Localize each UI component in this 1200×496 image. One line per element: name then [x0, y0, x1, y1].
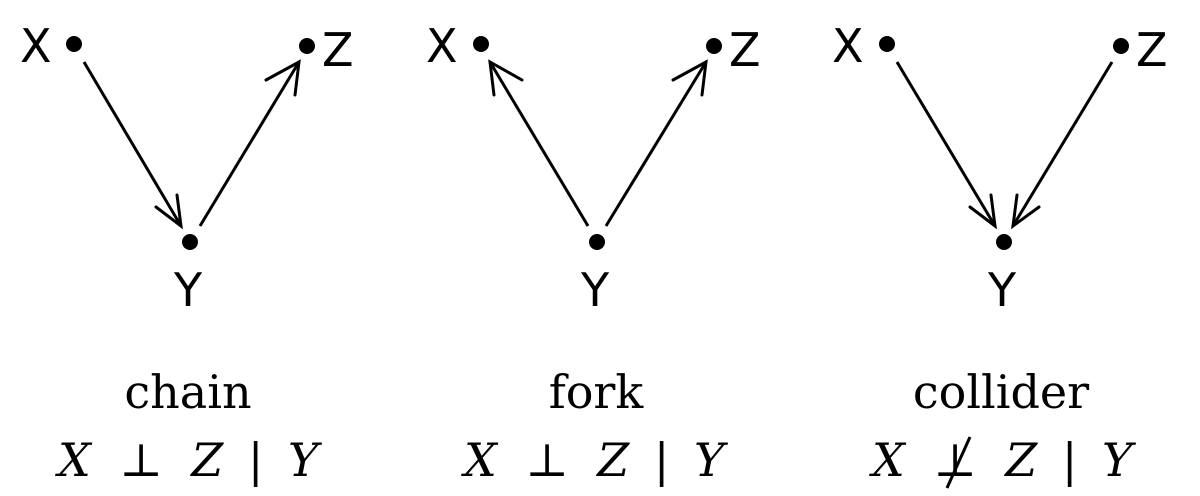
fork-node-y-label: Y: [580, 263, 610, 317]
collider-node-y-label: Y: [987, 263, 1017, 317]
collider-node-z-dot: [1113, 38, 1129, 54]
fork-formula-left: X: [461, 433, 499, 487]
chain-node-z-label: Z: [322, 23, 354, 77]
fork-node-x-dot: [473, 36, 489, 52]
fork-formula-given: |: [654, 433, 670, 487]
panel-fork: X Z Y fork X ⊥ Z | Y: [426, 19, 761, 487]
chain-formula-given: |: [248, 433, 264, 487]
collider-formula: X ⊥ Z | Y: [869, 433, 1137, 487]
collider-arrowhead-from-z: [1011, 193, 1041, 230]
fork-caption: fork: [549, 365, 645, 419]
chain-node-x-label: X: [20, 19, 52, 73]
fork-formula-relation: ⊥: [525, 433, 568, 487]
chain-edge-y-to-z: [198, 61, 301, 227]
chain-formula-relation: ⊥: [119, 433, 162, 487]
chain-edge-x-to-y: [82, 61, 183, 227]
collider-arrowhead-from-x: [968, 193, 997, 230]
panel-chain: X Z Y chain X ⊥ Z | Y: [20, 19, 354, 487]
fork-node-x-label: X: [426, 19, 458, 73]
fork-node-z-label: Z: [729, 23, 761, 77]
chain-formula-left: X: [55, 433, 93, 487]
chain-caption: chain: [124, 365, 251, 419]
collider-edge-z-to-y: [1011, 61, 1114, 227]
collider-node-y-dot: [996, 234, 1012, 250]
collider-node-x-dot: [879, 36, 895, 52]
collider-edge-x-to-y: [895, 61, 997, 227]
collider-formula-cond: Y: [1102, 433, 1137, 487]
chain-node-y-label: Y: [173, 263, 203, 317]
chain-node-z-dot: [299, 38, 315, 54]
fork-formula-cond: Y: [694, 433, 729, 487]
chain-node-y-dot: [182, 234, 198, 250]
collider-negation-slash: [945, 436, 972, 489]
chain-formula-right: Z: [189, 433, 224, 487]
collider-node-x-label: X: [832, 19, 864, 73]
collider-formula-left: X: [869, 433, 907, 487]
collider-caption: collider: [913, 365, 1089, 419]
chain-node-x-dot: [66, 36, 82, 52]
fork-edge-y-to-x: [488, 61, 590, 227]
chain-arrowhead-z: [264, 59, 301, 97]
collider-formula-relation: ⊥: [933, 433, 976, 487]
fork-formula: X ⊥ Z | Y: [461, 433, 729, 487]
fork-edge-y-to-z: [604, 61, 708, 227]
panel-collider: X Z Y collider X ⊥ Z | Y: [832, 19, 1168, 489]
collider-node-z-label: Z: [1136, 23, 1168, 77]
fork-node-y-dot: [589, 234, 605, 250]
chain-arrowhead-y: [154, 193, 183, 230]
collider-formula-right: Z: [1003, 433, 1038, 487]
fork-arrowhead-x: [488, 59, 524, 97]
fork-node-z-dot: [706, 38, 722, 54]
fork-arrowhead-z: [671, 59, 708, 97]
chain-formula-cond: Y: [288, 433, 323, 487]
fork-formula-right: Z: [595, 433, 630, 487]
chain-formula: X ⊥ Z | Y: [55, 433, 323, 487]
collider-formula-given: |: [1062, 433, 1078, 487]
